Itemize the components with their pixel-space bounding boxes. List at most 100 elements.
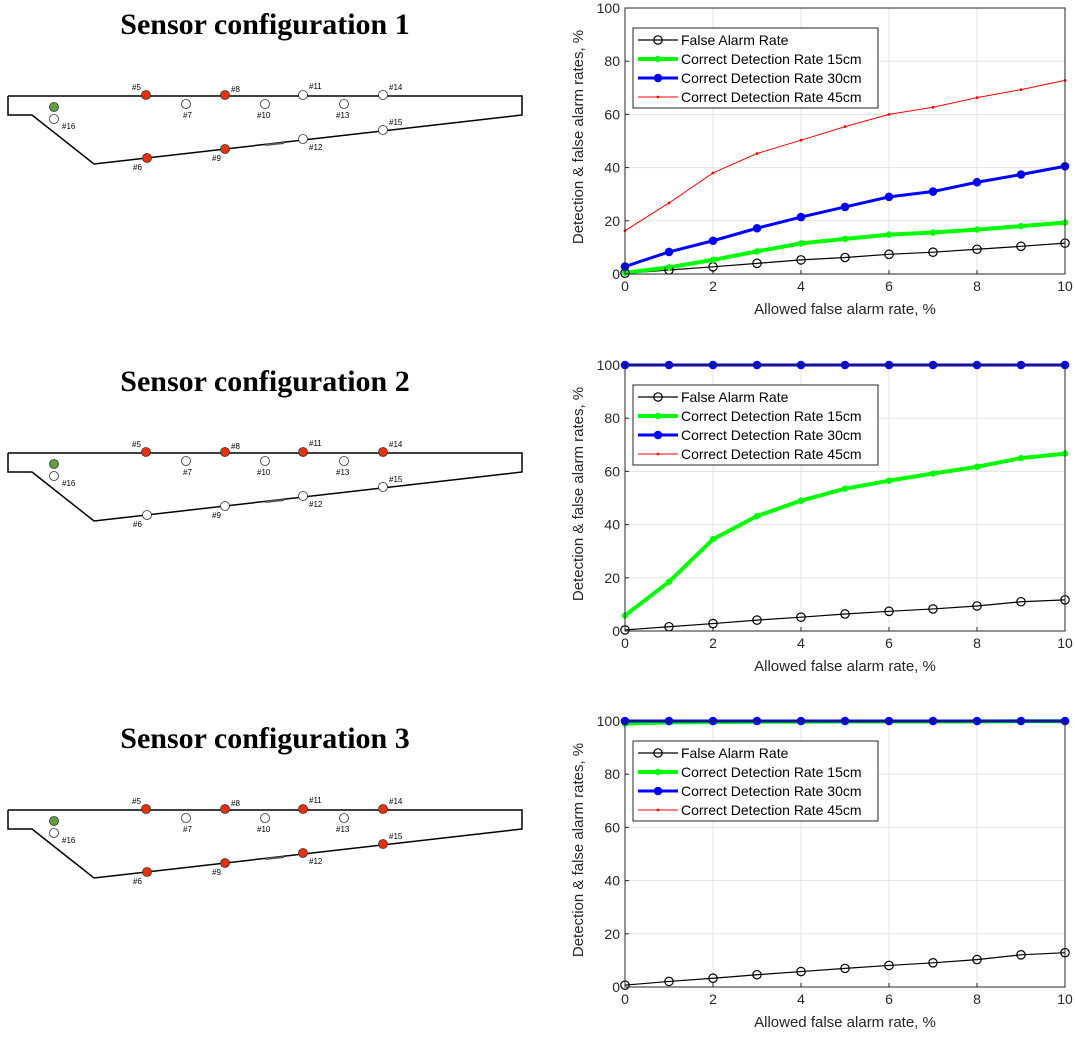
chart1-point-s2 [797, 240, 805, 247]
chart3-point-s1 [840, 963, 850, 974]
chart2-point-s1 [928, 604, 938, 614]
chart2-legend-marker-2 [654, 412, 662, 420]
chart1-legend-marker-3 [653, 73, 663, 83]
sensor-6 [142, 153, 152, 163]
chart3-y-tick-label: 60 [604, 819, 620, 835]
chart1-axes-box [624, 7, 1066, 275]
sensor-8 [220, 447, 230, 457]
config-title-2: Sensor configuration 2 [120, 365, 410, 398]
sensor-label-15: #15 [389, 118, 403, 127]
chart1-legend-label-3: Correct Detection Rate 30cm [681, 70, 862, 86]
chart2-point-s2 [797, 497, 805, 504]
sensor-12 [298, 491, 308, 501]
chart1-point-s1 [840, 252, 850, 263]
chart1-legend-label-2: Correct Detection Rate 15cm [681, 51, 862, 67]
sensor-12 [298, 848, 308, 858]
chart2-point-s2 [1017, 454, 1025, 462]
channel-outline [7, 95, 523, 165]
chart3-legend-label-1: False Alarm Rate [681, 745, 789, 761]
chart2-legend-label-2: Correct Detection Rate 15cm [681, 408, 862, 424]
chart2-point-s1 [884, 606, 894, 617]
sensor-11 [298, 90, 308, 100]
chart3-legend-marker-4 [656, 808, 660, 812]
sensor-label-14: #14 [389, 797, 403, 806]
chart1-point-s4 [755, 152, 759, 155]
chart1-point-s2 [973, 226, 981, 233]
sensor-label-8: #8 [231, 85, 240, 94]
chart2-point-s2 [753, 512, 761, 520]
chart3-y-tick-label: 40 [604, 873, 620, 889]
chart1-y-tick-label: 0 [612, 266, 620, 282]
chart3-point-s1 [884, 960, 894, 971]
sensor-5 [141, 804, 151, 814]
sensor-label-12: #12 [309, 143, 323, 152]
chart2-y-tick-label: 20 [604, 570, 620, 586]
chart3-x-tick-label: 4 [797, 991, 805, 1007]
chart2-x-tick-label: 10 [1057, 635, 1073, 651]
sensor-label-12: #12 [309, 857, 323, 866]
chart3-x-tick-label: 2 [709, 991, 717, 1007]
chart2-point-s2 [885, 477, 893, 484]
sensor-diagram-3: #5 #6 #7 #8 #9 #10 #11 #12 #13 #14 #15 #16 [7, 796, 523, 886]
sensor-label-8: #8 [231, 799, 240, 808]
chart1-x-tick-label: 4 [797, 278, 805, 294]
chart3-legend-label-4: Correct Detection Rate 45cm [681, 802, 862, 818]
chart2-y-tick-label: 40 [604, 517, 620, 533]
chart1-x-tick-label: 0 [621, 278, 629, 294]
sensor-9 [220, 501, 230, 511]
chart3-legend-marker-3 [653, 786, 663, 796]
chart2-y-tick-label: 100 [597, 357, 621, 373]
sensor-label-16: #16 [62, 122, 76, 131]
chart1-legend-marker-2 [654, 55, 662, 63]
reference-sensor [49, 459, 59, 469]
chart3-y-tick-label: 100 [597, 713, 621, 729]
chart1-x-axis-label: Allowed false alarm rate, % [754, 301, 936, 318]
chart1-point-s1 [1016, 241, 1026, 252]
chart1-point-s3 [796, 212, 806, 222]
sensor-label-5: #5 [132, 440, 141, 449]
sensor-13 [339, 99, 349, 109]
chart3-point-s1 [708, 973, 718, 984]
sensor-label-7: #7 [183, 825, 192, 834]
sensor-label-7: #7 [183, 468, 192, 477]
chart2-point-s2 [709, 536, 717, 543]
sensor-7 [181, 456, 191, 466]
chart1-point-s3 [752, 223, 762, 233]
chart1-legend-label-4: Correct Detection Rate 45cm [681, 89, 862, 105]
chart2-point-s2 [929, 470, 937, 477]
chart1-y-tick-label: 20 [604, 213, 620, 229]
chart2-x-axis-label: Allowed false alarm rate, % [754, 658, 936, 675]
chart1-legend-box [632, 27, 879, 109]
chart2-point-s1 [1016, 596, 1026, 607]
chart2-point-s2 [665, 578, 673, 585]
sensor-9 [220, 144, 230, 154]
pipe-marker [264, 499, 285, 503]
chart1-point-s4 [887, 113, 891, 116]
chart2-legend-marker-1 [653, 392, 663, 402]
chart1-point-s4 [799, 138, 803, 142]
chart2-x-tick-label: 0 [621, 635, 629, 651]
sensor-15 [378, 125, 388, 135]
chart1-point-s4 [1019, 88, 1023, 92]
chart3-x-tick-label: 10 [1057, 991, 1073, 1007]
chart3-legend-label-3: Correct Detection Rate 30cm [681, 783, 862, 799]
chart1-point-s1 [884, 249, 894, 260]
chart1-x-tick-label: 2 [709, 278, 717, 294]
chart2-x-tick-label: 6 [885, 635, 893, 651]
sensor-label-15: #15 [389, 475, 403, 484]
sensor-label-9: #9 [212, 511, 221, 520]
diagram-group: #5 #6 #7 #8 #9 #10 #11 #12 #13 #14 #15 #16 [7, 796, 523, 886]
chart1-point-s4 [931, 105, 935, 109]
sensor-label-13: #13 [336, 111, 350, 120]
chart2-y-tick-label: 0 [612, 623, 620, 639]
chart3-legend-label-2: Correct Detection Rate 15cm [681, 764, 862, 780]
sensor-6 [142, 510, 152, 520]
chart2-legend-marker-4 [656, 452, 660, 456]
chart1-point-s2 [1017, 222, 1025, 230]
sensor-label-12: #12 [309, 500, 323, 509]
sensor-label-13: #13 [336, 468, 350, 477]
sensor-14 [378, 90, 388, 100]
chart1-y-axis-label: Detection & false alarm rates, % [570, 30, 587, 244]
chart1-point-s2 [753, 248, 761, 255]
sensor-label-16: #16 [62, 479, 76, 488]
